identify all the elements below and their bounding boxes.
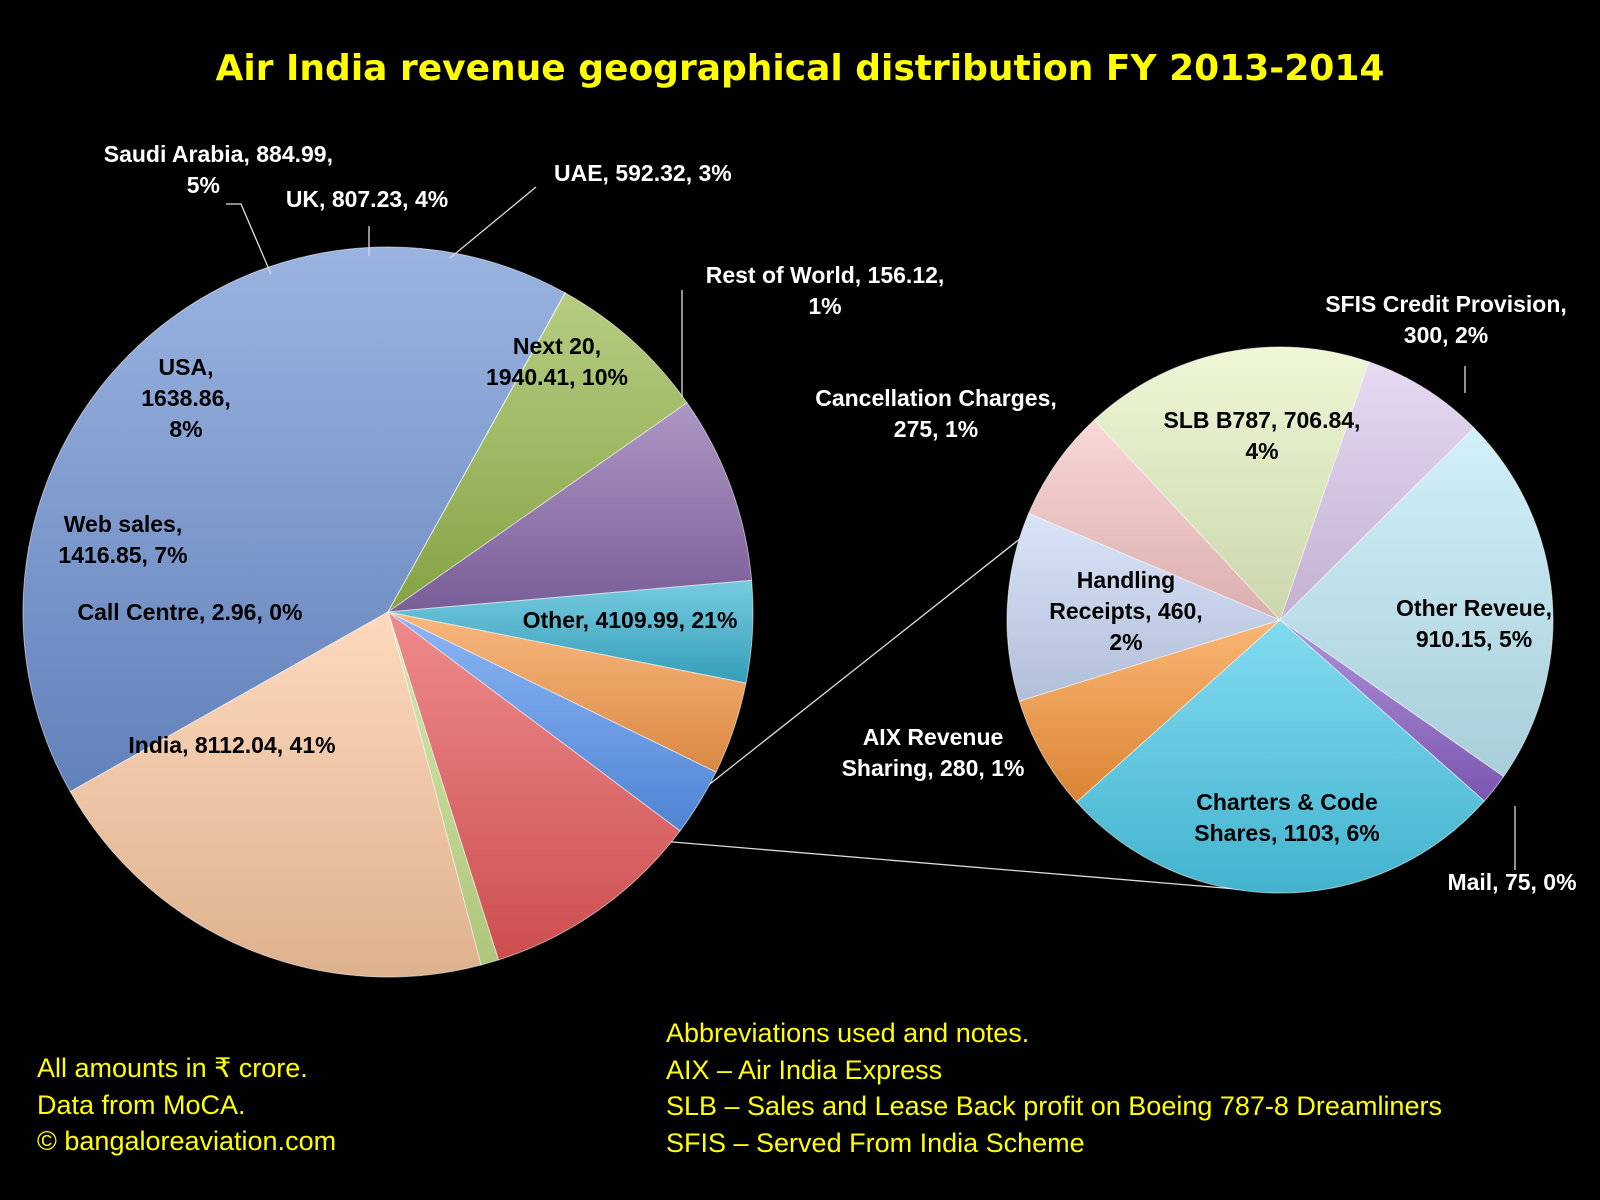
- label-web-sales: Web sales, 1416.85, 7%: [58, 511, 187, 568]
- note-right-line: AIX – Air India Express: [666, 1054, 943, 1085]
- note-right-line: SLB – Sales and Lease Back profit on Boe…: [666, 1091, 1442, 1121]
- slice-cancellation-charges: [1028, 419, 1281, 621]
- leader-lines: [226, 186, 1516, 870]
- label-other-reveue: Other Reveue, 910.15, 5%: [1396, 595, 1552, 652]
- leader-saudi-arabia: [226, 203, 272, 275]
- label-mail: Mail, 75, 0%: [1447, 869, 1576, 895]
- label-india: India, 8112.04, 41%: [128, 732, 335, 758]
- slice-aix-revenue-sharing: [1018, 619, 1281, 803]
- slice-other: [69, 611, 482, 978]
- slice-handling-receipts: [1006, 512, 1282, 702]
- note-left-line: All amounts in ₹ crore.: [37, 1053, 308, 1083]
- label-cancellation-charges: Cancellation Charges, 275, 1%: [815, 385, 1057, 442]
- note-right-line: SFIS – Served From India Scheme: [666, 1127, 1085, 1158]
- label-usa: USA, 1638.86, 8%: [141, 354, 231, 442]
- label-call-centre: Call Centre, 2.96, 0%: [78, 599, 303, 625]
- slice-sfis-credit-provision: [1279, 361, 1475, 621]
- chart-title: Air India revenue geographical distribut…: [216, 48, 1385, 89]
- slice-charters-code-shares: [1075, 619, 1485, 894]
- label-uk: UK, 807.23, 4%: [286, 186, 448, 212]
- slice-india: [22, 246, 566, 793]
- main-pie: [22, 246, 754, 978]
- label-aix-revenue-sharing: AIX Revenue Sharing, 280, 1%: [842, 724, 1025, 781]
- label-slb-b787: SLB B787, 706.84, 4%: [1164, 407, 1361, 464]
- slice-slb-b787: [1093, 346, 1370, 621]
- label-saudi-arabia: Saudi Arabia, 884.99, 5%: [104, 141, 333, 198]
- label-charters-code-shares: Charters & Code Shares, 1103, 6%: [1194, 789, 1379, 846]
- label-next-20: Next 20, 1940.41, 10%: [486, 333, 628, 390]
- label-other: Other, 4109.99, 21%: [523, 607, 738, 633]
- label-handling-receipts: Handling Receipts, 460, 2%: [1049, 567, 1202, 655]
- note-left-line: © bangaloreaviation.com: [37, 1126, 337, 1156]
- slice-usa: [386, 402, 753, 613]
- leader-uae: [449, 186, 537, 259]
- breakdown-pie: [1006, 346, 1554, 894]
- slice-other-reveue: [1279, 427, 1554, 778]
- label-rest-of-world: Rest of World, 156.12, 1%: [706, 262, 945, 319]
- slice-next-20: [387, 610, 681, 961]
- note-left-line: Data from MoCA.: [37, 1089, 246, 1120]
- notes-left: All amounts in ₹ crore. Data from MoCA. …: [37, 1050, 336, 1160]
- slice-labels: India, 8112.04, 41% Call Centre, 2.96, 0%…: [58, 141, 1576, 895]
- note-right-line: Abbreviations used and notes.: [666, 1018, 1030, 1048]
- label-uae: UAE, 592.32, 3%: [554, 160, 732, 186]
- notes-right: Abbreviations used and notes. AIX – Air …: [666, 1015, 1442, 1161]
- label-sfis-credit-provision: SFIS Credit Provision, 300, 2%: [1325, 291, 1567, 348]
